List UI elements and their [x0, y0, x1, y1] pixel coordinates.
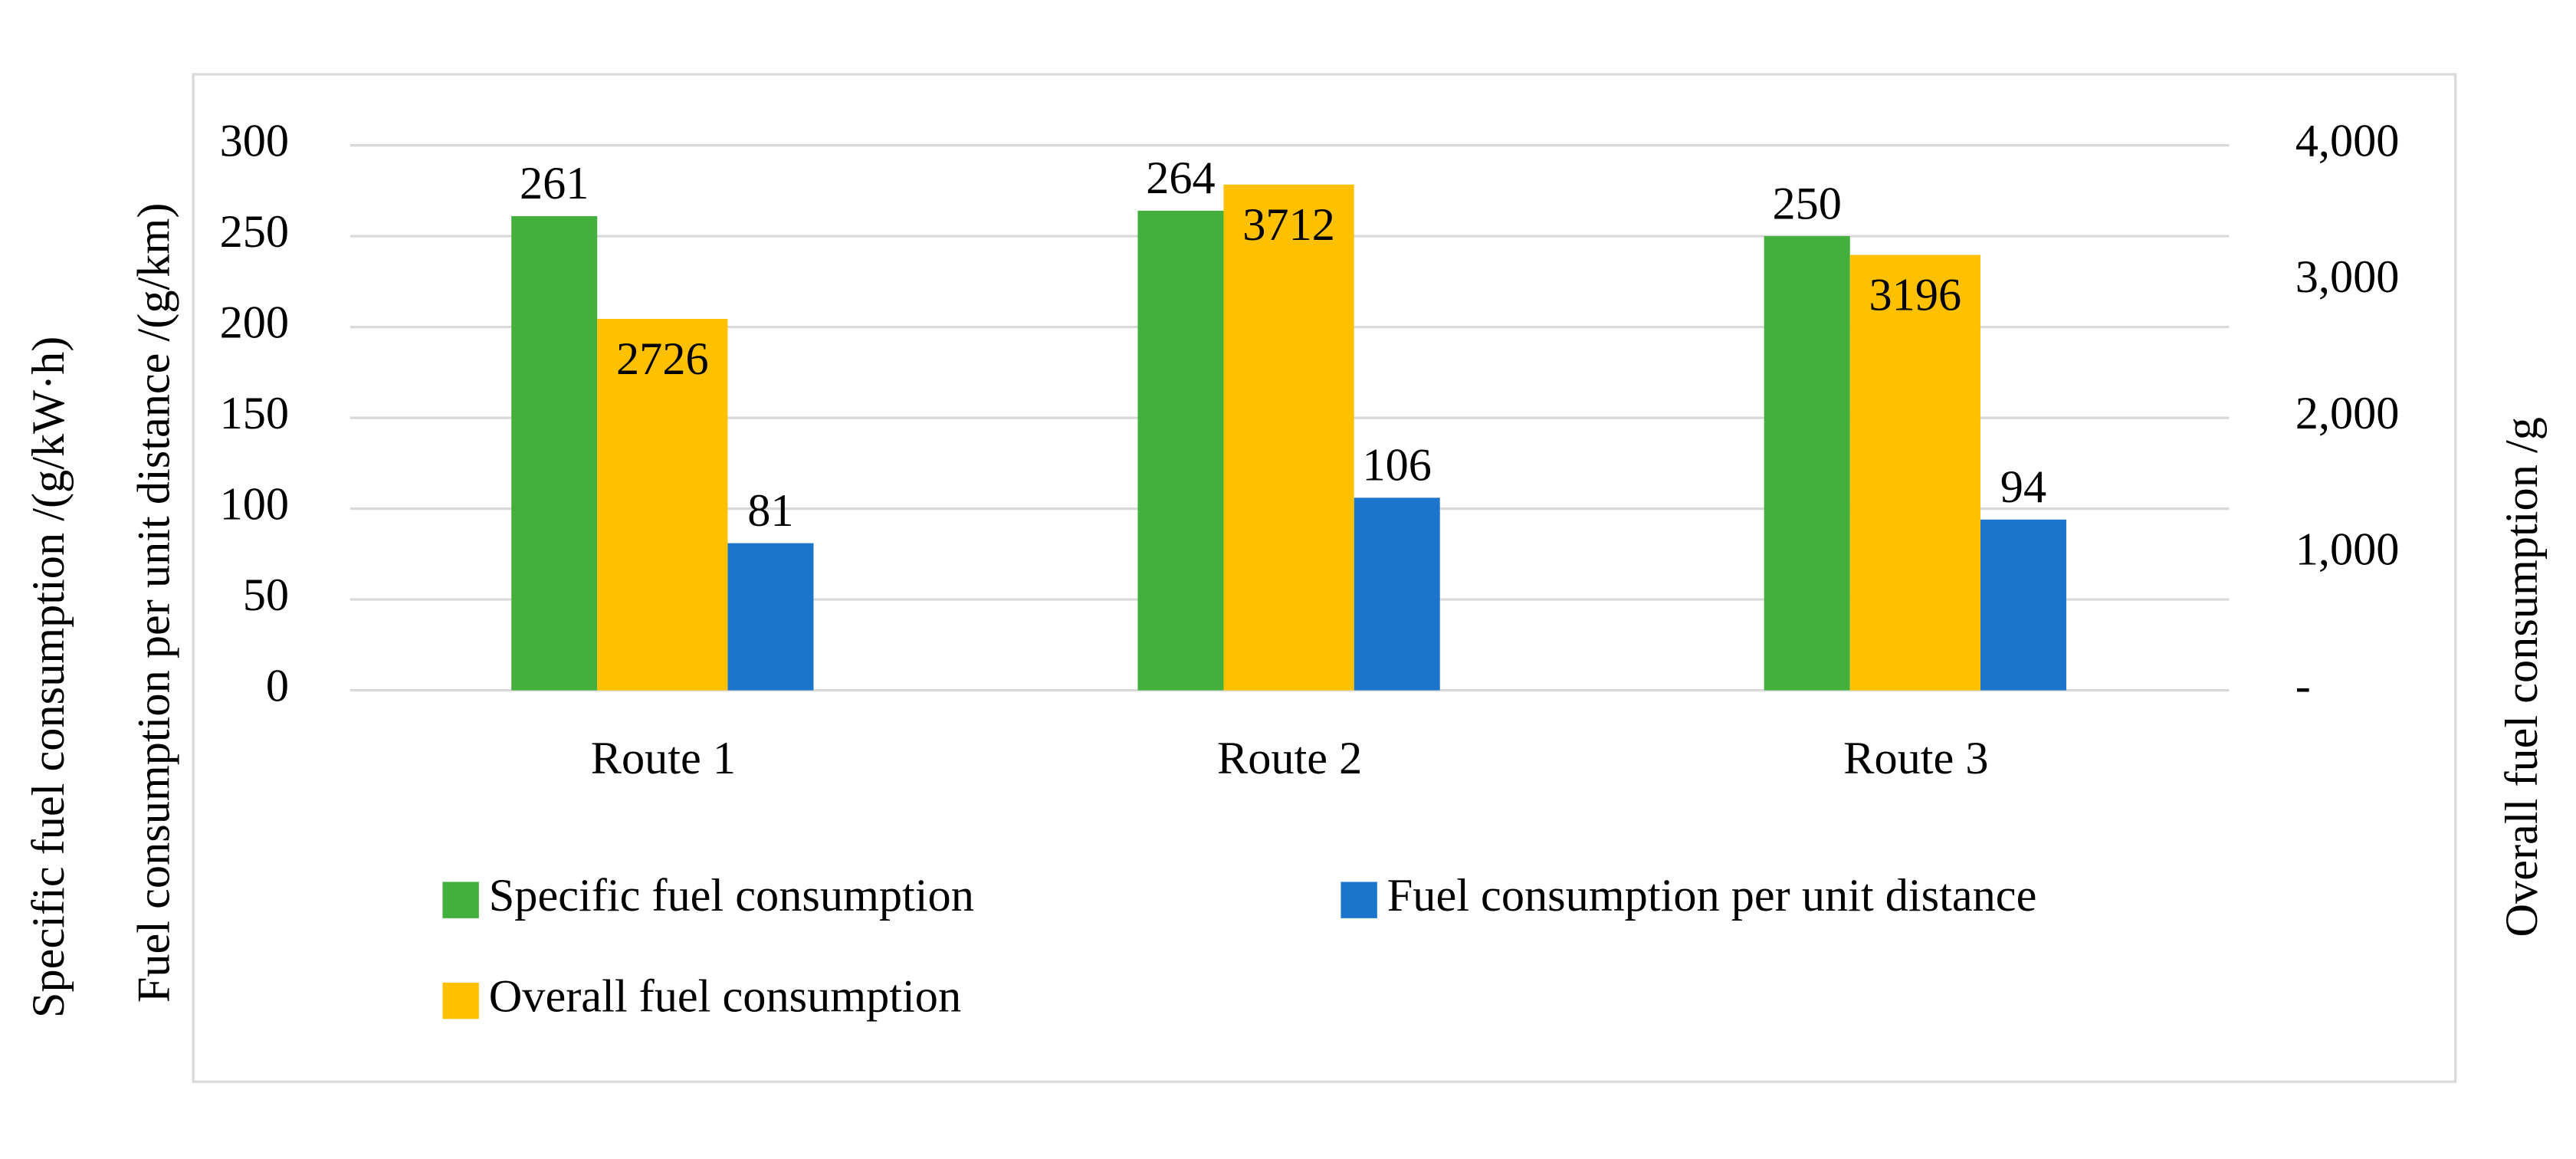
- y2-tick-label: -: [2295, 660, 2311, 711]
- x-tick-label: Route 3: [1843, 733, 1988, 784]
- y-tick-label: 100: [220, 478, 289, 530]
- y-axis-title: Specific fuel consumption /(g/kW·h): [23, 337, 74, 1018]
- y2-tick-label: 2,000: [2295, 388, 2400, 439]
- legend-label: Specific fuel consumption: [489, 870, 974, 921]
- legend-swatch: [442, 982, 479, 1019]
- y2-tick-label: 3,000: [2295, 251, 2400, 303]
- x-tick-label: Route 2: [1217, 733, 1362, 784]
- y-tick-label: 0: [266, 660, 289, 711]
- y-tick-label: 250: [220, 206, 289, 258]
- bar: [1980, 519, 2066, 691]
- bar: [597, 319, 728, 691]
- value-label: 3196: [1869, 270, 1962, 321]
- bar: [1354, 497, 1440, 691]
- chart-border: [192, 73, 2457, 1083]
- value-label: 261: [520, 158, 589, 209]
- value-label: 3712: [1242, 199, 1335, 251]
- value-label: 2726: [616, 333, 709, 385]
- legend-swatch: [1341, 882, 1377, 918]
- bar: [1137, 210, 1224, 691]
- value-label: 264: [1146, 153, 1215, 204]
- y-tick-label: 150: [220, 388, 289, 439]
- value-label: 81: [747, 485, 793, 537]
- legend-label: Fuel consumption per unit distance: [1387, 870, 2037, 921]
- y2-tick-label: 4,000: [2295, 115, 2400, 166]
- y-axis-title-2: Fuel consumption per unit distance /(g/k…: [129, 203, 180, 1003]
- bar: [1849, 254, 1980, 691]
- bar: [1223, 184, 1354, 691]
- bar: [1764, 236, 1850, 691]
- value-label: 94: [2000, 461, 2046, 513]
- x-tick-label: Route 1: [591, 733, 736, 784]
- bar: [511, 216, 598, 691]
- legend-swatch: [442, 882, 479, 918]
- y-tick-label: 300: [220, 115, 289, 166]
- y2-tick-label: 1,000: [2295, 524, 2400, 576]
- y-tick-label: 50: [243, 570, 289, 621]
- y2-axis-title: Overall fuel consumption /g: [2496, 417, 2548, 937]
- value-label: 106: [1362, 440, 1431, 491]
- y-tick-label: 200: [220, 297, 289, 348]
- bar: [727, 543, 814, 691]
- value-label: 250: [1772, 178, 1841, 229]
- legend-label: Overall fuel consumption: [489, 970, 961, 1022]
